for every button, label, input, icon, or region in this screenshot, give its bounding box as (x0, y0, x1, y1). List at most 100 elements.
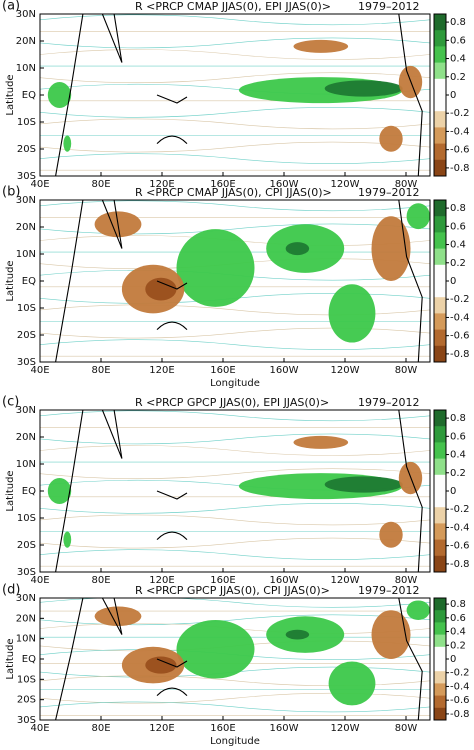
colorbar-segment (434, 14, 446, 31)
colorbar-segment (434, 297, 446, 314)
colorbar-tick-label: 0.6 (450, 613, 466, 624)
x-tick-label: 160E (210, 723, 235, 734)
anomaly-region (176, 619, 255, 679)
anomaly-region (371, 610, 411, 659)
contour (40, 37, 430, 49)
y-tick-label: 10S (17, 117, 36, 128)
contour (40, 503, 430, 514)
y-tick-label: 20S (17, 330, 36, 341)
colorbar-segment (434, 30, 446, 47)
colorbar-tick-label: 0 (450, 90, 456, 101)
anomaly-region (145, 277, 177, 301)
x-tick-label: 160W (270, 179, 299, 190)
x-tick-label: 120E (149, 179, 174, 190)
colorbar-segment (434, 634, 446, 648)
x-tick-label: 160W (270, 723, 299, 734)
contour (40, 701, 430, 713)
anomaly-region (145, 656, 177, 674)
colorbar-tick-label: 0.4 (450, 54, 466, 65)
y-tick-label: 30N (16, 9, 36, 20)
y-axis-label: Latitude (5, 638, 16, 679)
anomaly-region (328, 661, 376, 706)
contour (40, 514, 430, 526)
contour (40, 537, 430, 549)
y-tick-label: 30N (16, 593, 36, 604)
coastline (55, 14, 423, 176)
colorbar-segment (434, 555, 446, 573)
panel-label: (c) (2, 395, 19, 410)
x-tick-label: 120W (331, 365, 360, 376)
anomaly-region (379, 521, 403, 548)
colorbar-segment (434, 474, 446, 492)
panel-title: R <PRCP CMAP JJAS(0), CPI JJAS(0)> (135, 186, 332, 199)
x-axis-label: Longitude (210, 378, 260, 389)
colorbar-segment (434, 232, 446, 250)
contour (40, 49, 430, 60)
colorbar-tick-label: 0.4 (450, 240, 466, 251)
colorbar-tick-label: -0.6 (450, 331, 470, 342)
colorbar-tick-label: 0.2 (450, 468, 466, 479)
anomaly-region (293, 435, 349, 449)
colorbar-tick-label: 0.2 (450, 72, 466, 83)
panel-period: 1979–2012 (358, 0, 420, 13)
colorbar-segment (434, 78, 446, 96)
y-tick-label: 10S (17, 674, 36, 685)
contour (40, 339, 430, 350)
coastline (55, 200, 423, 362)
colorbar-tick-label: 0.8 (450, 203, 466, 214)
y-axis-label: Latitude (5, 260, 16, 301)
x-tick-label: 160W (270, 365, 299, 376)
colorbar-segment (434, 329, 446, 347)
y-tick-label: 20N (16, 613, 36, 624)
colorbar-segment (434, 707, 446, 721)
colorbar-tick-label: -0.2 (450, 668, 470, 679)
colorbar-tick-label: 0.6 (450, 35, 466, 46)
anomaly-region (328, 284, 376, 343)
y-tick-label: 20S (17, 540, 36, 551)
colorbar-tick-label: -0.4 (450, 126, 470, 137)
x-tick-label: 120E (149, 723, 174, 734)
y-tick-label: EQ (22, 276, 36, 287)
anomaly-region (47, 82, 72, 108)
panel-period: 1979–2012 (358, 396, 420, 409)
y-tick-label: 30S (17, 171, 36, 182)
x-tick-label: 80W (395, 575, 418, 586)
colorbar-segment (434, 281, 446, 298)
panel-title: R <PRCP CMAP JJAS(0), EPI JJAS(0)> (135, 0, 331, 13)
y-tick-label: 30S (17, 357, 36, 368)
colorbar-segment (434, 646, 446, 660)
x-tick-label: 80E (91, 179, 110, 190)
colorbar-segment (434, 598, 446, 611)
anomaly-region (285, 629, 310, 640)
y-tick-label: 10S (17, 513, 36, 524)
colorbar-segment (434, 622, 446, 636)
colorbar-segment (434, 458, 446, 476)
field (40, 410, 430, 572)
colorbar-tick-label: -0.8 (450, 709, 470, 720)
x-axis-label: Longitude (210, 736, 260, 747)
y-tick-label: 20N (16, 432, 36, 443)
y-tick-label: 30N (16, 405, 36, 416)
contour (40, 118, 430, 130)
colorbar-segment (434, 659, 446, 672)
x-tick-label: 80W (395, 723, 418, 734)
field (40, 598, 430, 720)
x-tick-label: 160E (210, 575, 235, 586)
y-tick-label: 30S (17, 567, 36, 578)
colorbar-segment (434, 111, 446, 128)
y-tick-label: 10N (16, 634, 36, 645)
colorbar-tick-label: -0.8 (450, 349, 470, 360)
anomaly-region (63, 531, 72, 548)
y-tick-label: 10N (16, 63, 36, 74)
y-tick-label: 30S (17, 715, 36, 726)
contour (40, 153, 430, 164)
panel-title: R <PRCP GPCP JJAS(0), EPI JJAS(0)> (135, 396, 329, 409)
colorbar-tick-label: 0.2 (450, 640, 466, 651)
colorbar-tick-label: -0.8 (450, 559, 470, 570)
colorbar-tick-label: -0.6 (450, 145, 470, 156)
anomaly-region (63, 135, 72, 152)
contour (40, 200, 430, 212)
contour (40, 445, 430, 456)
y-tick-label: 30N (16, 195, 36, 206)
anomaly-region (324, 80, 403, 97)
